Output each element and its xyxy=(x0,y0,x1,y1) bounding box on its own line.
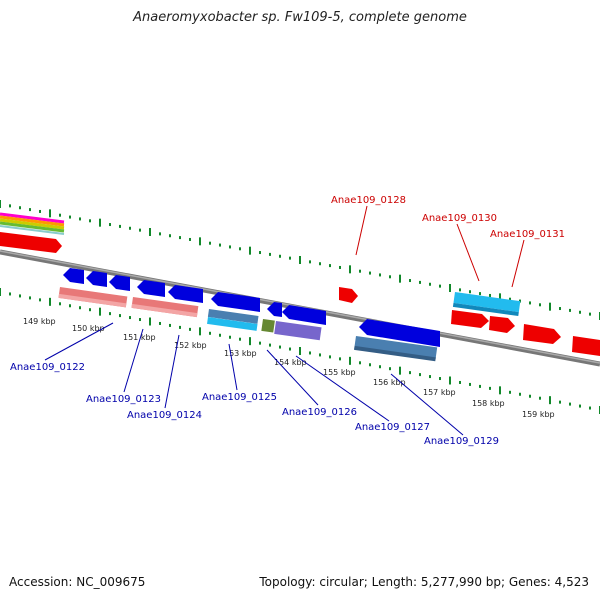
gene-label-reverse[interactable]: Anae109_0124 xyxy=(127,410,202,421)
gene-reverse[interactable] xyxy=(137,280,165,297)
gene-reverse[interactable] xyxy=(168,285,203,303)
gene-label-reverse[interactable]: Anae109_0122 xyxy=(10,362,85,373)
cds-cyan[interactable] xyxy=(207,316,258,331)
cds-olive[interactable] xyxy=(261,318,275,333)
kbp-labels: 149 kbp 150 kbp 151 kbp 152 kbp 153 kbp … xyxy=(23,317,555,419)
lower-tick-track xyxy=(0,288,600,414)
gene-reverse[interactable] xyxy=(211,292,260,312)
kbp-label: 157 kbp xyxy=(423,388,456,397)
gene-reverse[interactable] xyxy=(359,319,440,347)
kbp-label: 156 kbp xyxy=(373,378,406,387)
gene-forward[interactable] xyxy=(489,316,515,333)
gene-forward[interactable] xyxy=(523,324,561,344)
gene-label-forward[interactable]: Anae109_0130 xyxy=(422,213,497,224)
genome-summary-text: Topology: circular; Length: 5,277,990 bp… xyxy=(259,575,589,589)
gene-label-reverse[interactable]: Anae109_0126 xyxy=(282,407,357,418)
kbp-label: 152 kbp xyxy=(174,341,207,350)
reverse-gene-labels: Anae109_0122 Anae109_0123 Anae109_0124 A… xyxy=(10,322,499,447)
kbp-label: 149 kbp xyxy=(23,317,56,326)
track-stack-left xyxy=(0,212,65,235)
forward-genes xyxy=(0,232,600,356)
kbp-label: 151 kbp xyxy=(123,333,156,342)
cds-blocks xyxy=(58,287,438,362)
kbp-label: 153 kbp xyxy=(224,349,257,358)
gene-reverse[interactable] xyxy=(63,268,84,284)
gene-forward[interactable] xyxy=(451,310,489,328)
gene-label-reverse[interactable]: Anae109_0125 xyxy=(202,392,277,403)
gene-reverse[interactable] xyxy=(109,275,130,291)
reverse-genes xyxy=(63,268,440,347)
gene-label-reverse[interactable]: Anae109_0129 xyxy=(424,436,499,447)
gene-label-forward[interactable]: Anae109_0128 xyxy=(331,195,406,206)
upper-tick-track xyxy=(0,200,600,320)
gene-forward[interactable] xyxy=(339,287,358,303)
map-title: Anaeromyxobacter sp. Fw109-5, complete g… xyxy=(133,10,467,25)
cds-steel[interactable] xyxy=(207,309,259,324)
gene-reverse[interactable] xyxy=(282,305,326,325)
gene-label-reverse[interactable]: Anae109_0127 xyxy=(355,422,430,433)
cds-cyan-forward[interactable] xyxy=(453,292,521,313)
gene-forward[interactable] xyxy=(0,232,62,253)
cds-steel[interactable] xyxy=(354,336,438,361)
gene-reverse[interactable] xyxy=(267,302,282,317)
kbp-label: 154 kbp xyxy=(274,358,307,367)
kbp-label: 155 kbp xyxy=(323,368,356,377)
gene-reverse[interactable] xyxy=(86,271,107,287)
accession-text: Accession: NC_009675 xyxy=(9,575,146,589)
kbp-label: 158 kbp xyxy=(472,399,505,408)
kbp-label: 150 kbp xyxy=(72,324,105,333)
gene-label-forward[interactable]: Anae109_0131 xyxy=(490,229,565,240)
gene-forward[interactable] xyxy=(572,336,600,356)
cds-purple[interactable] xyxy=(274,321,322,341)
gene-label-reverse[interactable]: Anae109_0123 xyxy=(86,394,161,405)
kbp-label: 159 kbp xyxy=(522,410,555,419)
forward-gene-labels: Anae109_0128 Anae109_0130 Anae109_0131 xyxy=(331,195,565,288)
